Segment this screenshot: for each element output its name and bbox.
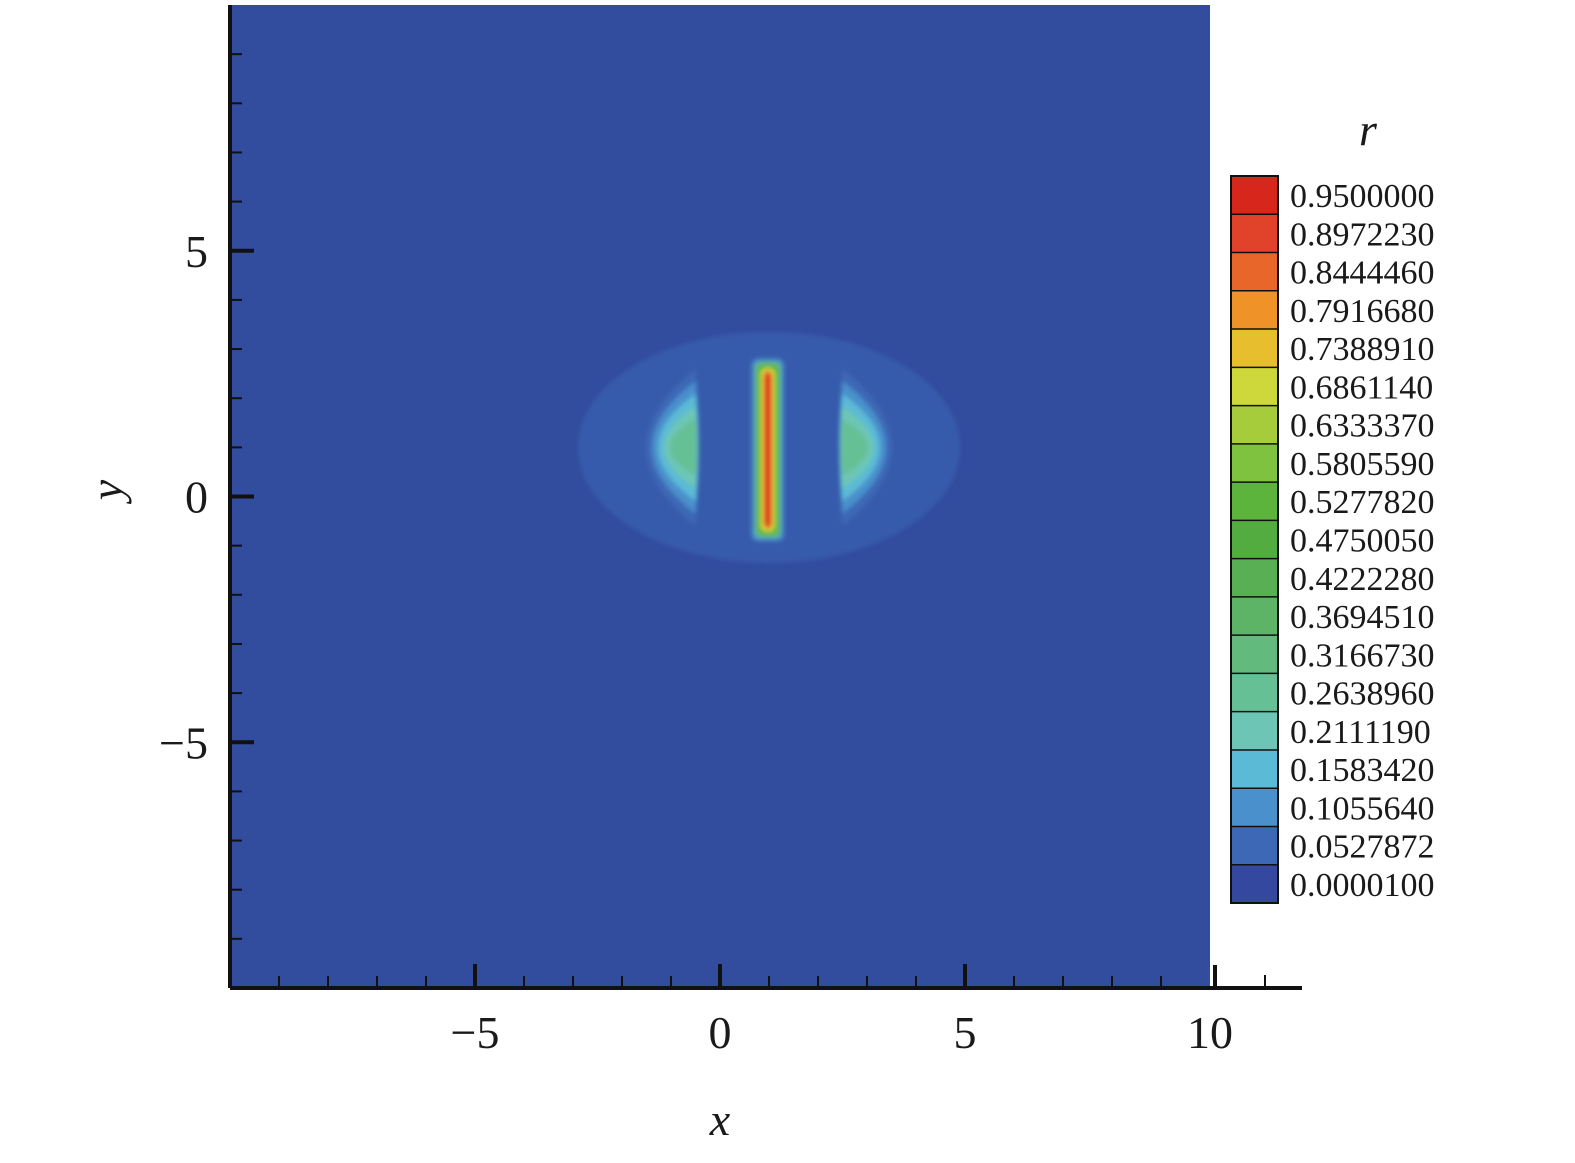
colorbar-level-label: 0.1055640 — [1290, 790, 1435, 827]
colorbar-level-label: 0.0000100 — [1290, 867, 1435, 904]
colorbar-swatch — [1231, 673, 1278, 713]
colorbar-swatch — [1231, 826, 1278, 866]
colorbar-level-label: 0.9500000 — [1290, 178, 1435, 215]
colorbar-level-label: 0.2638960 — [1290, 676, 1435, 713]
x-axis-title: x — [709, 1094, 731, 1145]
colorbar-legend: r 0.95000000.89722300.84444600.79166800.7… — [1230, 104, 1435, 904]
x-tick-label: 5 — [954, 1007, 977, 1058]
y-tick-label: 5 — [185, 226, 208, 277]
colorbar-swatch — [1231, 635, 1278, 674]
colorbar-swatch — [1231, 482, 1278, 521]
colorbar-swatch — [1231, 864, 1278, 904]
colorbar-swatch — [1231, 405, 1278, 445]
colorbar-swatch — [1231, 176, 1278, 215]
colorbar-level-label: 0.8444460 — [1290, 255, 1435, 292]
x-tick-label: −5 — [451, 1007, 500, 1058]
field-contours — [577, 331, 961, 563]
colorbar-level-label: 0.3166730 — [1290, 637, 1435, 674]
colorbar-swatch — [1231, 329, 1278, 368]
left-crescent-level-4 — [669, 419, 697, 476]
colorbar-level-label: 0.2111190 — [1290, 714, 1431, 751]
axes: −5 0 5 10 −5 0 5 x y — [81, 5, 1302, 1145]
center-bar-level-5 — [766, 373, 770, 526]
colorbar-level-label: 0.3694510 — [1290, 599, 1435, 636]
right-crescent-level-4 — [841, 419, 869, 476]
colorbar-swatch — [1231, 367, 1278, 407]
colorbar-swatch — [1231, 520, 1278, 560]
colorbar-swatch — [1231, 558, 1278, 598]
colorbar-swatch — [1231, 596, 1278, 636]
y-tick-label: 0 — [185, 472, 208, 523]
colorbar-swatch — [1231, 749, 1278, 789]
colorbar-level-label: 0.1583420 — [1290, 752, 1435, 789]
y-axis-title: y — [81, 479, 132, 504]
colorbar-swatch — [1231, 214, 1278, 254]
colorbar-level-label: 0.6333370 — [1290, 408, 1435, 445]
colorbar-swatch — [1231, 443, 1278, 483]
colorbar-level-label: 0.7916680 — [1290, 293, 1435, 330]
x-tick-label: 10 — [1187, 1007, 1233, 1058]
colorbar-swatch — [1231, 290, 1278, 330]
colorbar-frame — [1230, 175, 1279, 904]
colorbar-swatch — [1231, 711, 1278, 751]
y-tick-label: −5 — [159, 717, 208, 768]
colorbar-level-label: 0.4750050 — [1290, 523, 1435, 560]
plot-area — [230, 5, 1210, 988]
colorbar-level-label: 0.6861140 — [1290, 369, 1433, 406]
colorbar-level-label: 0.4222280 — [1290, 561, 1435, 598]
colorbar-level-label: 0.5277820 — [1290, 484, 1435, 521]
colorbar-level-label: 0.8972230 — [1290, 216, 1435, 253]
colorbar-level-label: 0.0527872 — [1290, 829, 1435, 866]
colorbar-swatch — [1231, 252, 1278, 292]
colorbar-level-label: 0.7388910 — [1290, 331, 1435, 368]
x-tick-label: 0 — [709, 1007, 732, 1058]
colorbar-swatch — [1231, 788, 1278, 827]
colorbar-level-label: 0.5805590 — [1290, 446, 1435, 483]
colorbar-title: r — [1359, 104, 1378, 155]
